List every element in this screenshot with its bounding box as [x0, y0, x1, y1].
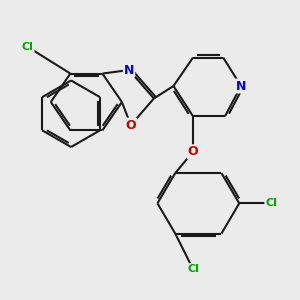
Text: Cl: Cl	[187, 264, 199, 274]
Text: O: O	[125, 118, 136, 132]
Text: Cl: Cl	[22, 42, 34, 52]
Text: Cl: Cl	[265, 198, 277, 208]
Text: O: O	[188, 145, 198, 158]
Text: N: N	[124, 64, 134, 76]
Text: N: N	[236, 80, 246, 92]
